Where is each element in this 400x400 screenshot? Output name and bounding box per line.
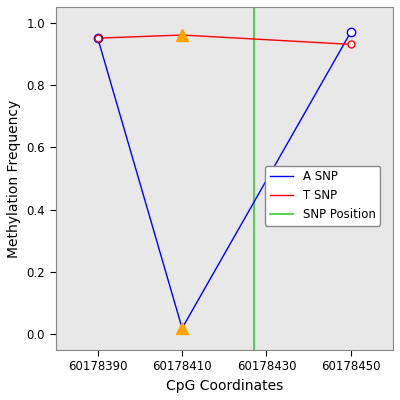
Legend: A SNP, T SNP, SNP Position: A SNP, T SNP, SNP Position bbox=[265, 166, 380, 226]
X-axis label: CpG Coordinates: CpG Coordinates bbox=[166, 379, 283, 393]
Y-axis label: Methylation Frequency: Methylation Frequency bbox=[7, 99, 21, 258]
